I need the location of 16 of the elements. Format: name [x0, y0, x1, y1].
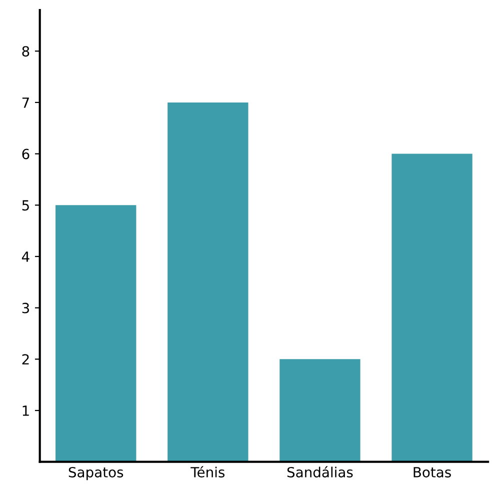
x-tick-label: Sapatos: [68, 466, 124, 480]
bar: [392, 154, 472, 462]
y-tick-label: 3: [22, 302, 30, 314]
x-tick-label: Botas: [414, 467, 451, 478]
x-tick-label: Sandálias: [287, 466, 353, 478]
y-tick-label: 7: [22, 98, 29, 108]
x-tick-label: Ténis: [190, 466, 225, 478]
y-tick-label: 2: [22, 354, 29, 364]
y-tick-label: 5: [22, 200, 29, 211]
y-tick-label: 8: [22, 46, 30, 57]
bar: [280, 359, 360, 462]
y-tick-label: 4: [22, 252, 30, 262]
bar: [168, 102, 248, 462]
bar: [56, 205, 136, 462]
y-tick-label: 1: [22, 406, 29, 416]
y-tick-label: 6: [22, 148, 30, 160]
